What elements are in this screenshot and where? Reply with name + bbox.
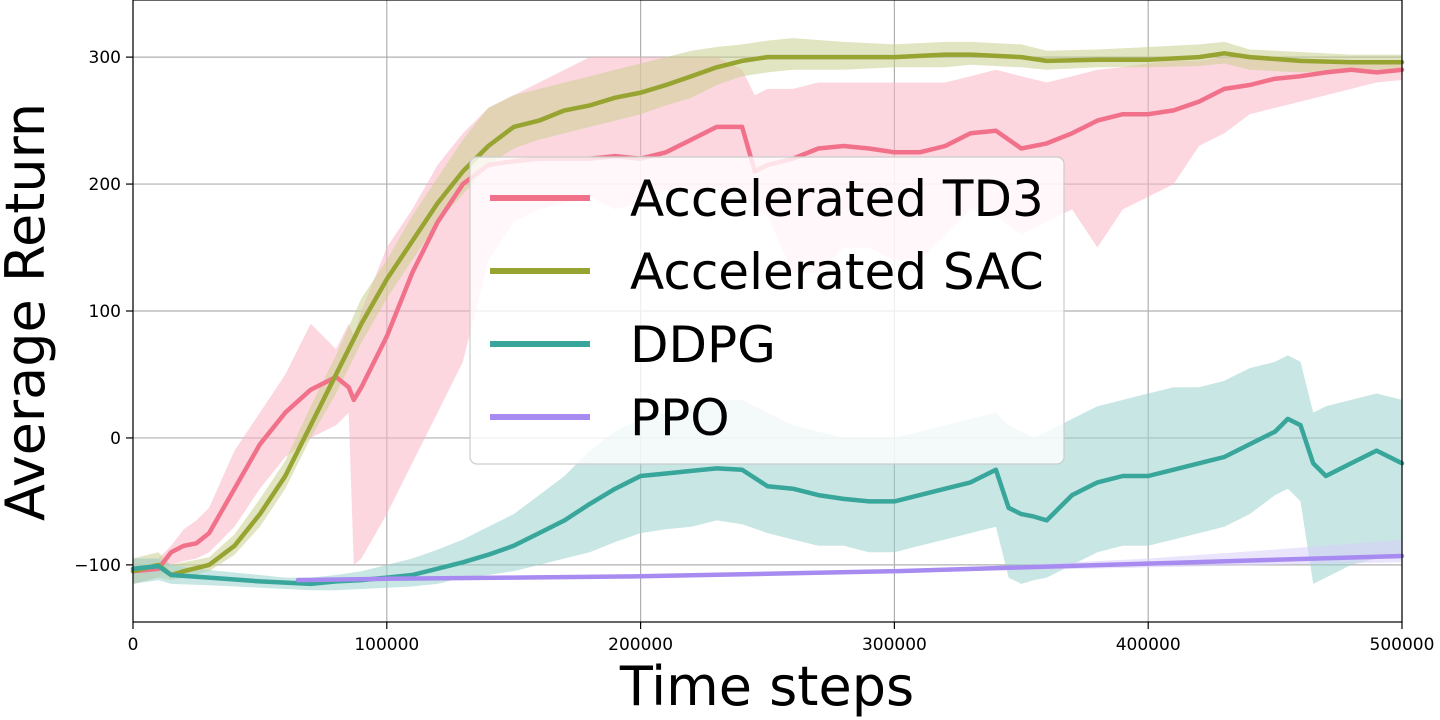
- y-tick-label: 300: [89, 48, 121, 68]
- accelerated-sac-line: [130, 51, 1405, 578]
- y-tick-label: 100: [89, 302, 121, 322]
- accelerated-sac-band: [133, 38, 1402, 584]
- y-tick-label: −100: [74, 556, 121, 576]
- legend-label-accelerated-td3: Accelerated TD3: [630, 170, 1044, 228]
- x-tick-label: 0: [128, 635, 139, 655]
- x-tick-label: 500000: [1370, 635, 1435, 655]
- x-tick-label: 100000: [354, 635, 419, 655]
- legend-label-ddpg: DDPG: [630, 316, 776, 374]
- y-axis-ticks: −100 0 100 200 300: [74, 48, 133, 576]
- x-axis-title: Time steps: [619, 655, 914, 718]
- y-tick-label: 0: [110, 429, 121, 449]
- x-tick-label: 300000: [862, 635, 927, 655]
- y-tick-label: 200: [89, 175, 121, 195]
- y-axis-title: Average Return: [0, 103, 57, 521]
- ddpg-band: [133, 355, 1402, 591]
- legend-label-ppo: PPO: [630, 389, 730, 447]
- series-lines: [130, 51, 1405, 587]
- legend: Accelerated TD3 Accelerated SAC DDPG PPO: [469, 156, 1065, 465]
- x-tick-label: 200000: [608, 635, 673, 655]
- x-tick-label: 400000: [1116, 635, 1181, 655]
- legend-label-accelerated-sac: Accelerated SAC: [630, 243, 1044, 301]
- x-axis-ticks: 0 100000 200000 300000 400000 500000: [128, 622, 1435, 655]
- accelerated-td3-line: [130, 67, 1405, 574]
- ppo-line: [295, 553, 1405, 583]
- legend-box: [469, 156, 1065, 465]
